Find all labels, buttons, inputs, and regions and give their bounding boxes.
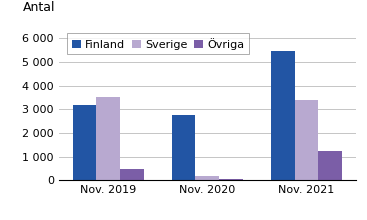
Bar bbox=[271, 51, 295, 180]
Bar bbox=[97, 97, 120, 180]
Bar bbox=[172, 115, 196, 180]
Bar bbox=[295, 100, 318, 180]
Legend: Finland, Sverige, Övriga: Finland, Sverige, Övriga bbox=[67, 33, 249, 54]
Text: Antal: Antal bbox=[23, 1, 55, 14]
Bar bbox=[219, 179, 243, 180]
Bar bbox=[120, 169, 144, 180]
Bar bbox=[73, 104, 97, 180]
Bar bbox=[318, 152, 342, 180]
Bar bbox=[196, 176, 219, 180]
